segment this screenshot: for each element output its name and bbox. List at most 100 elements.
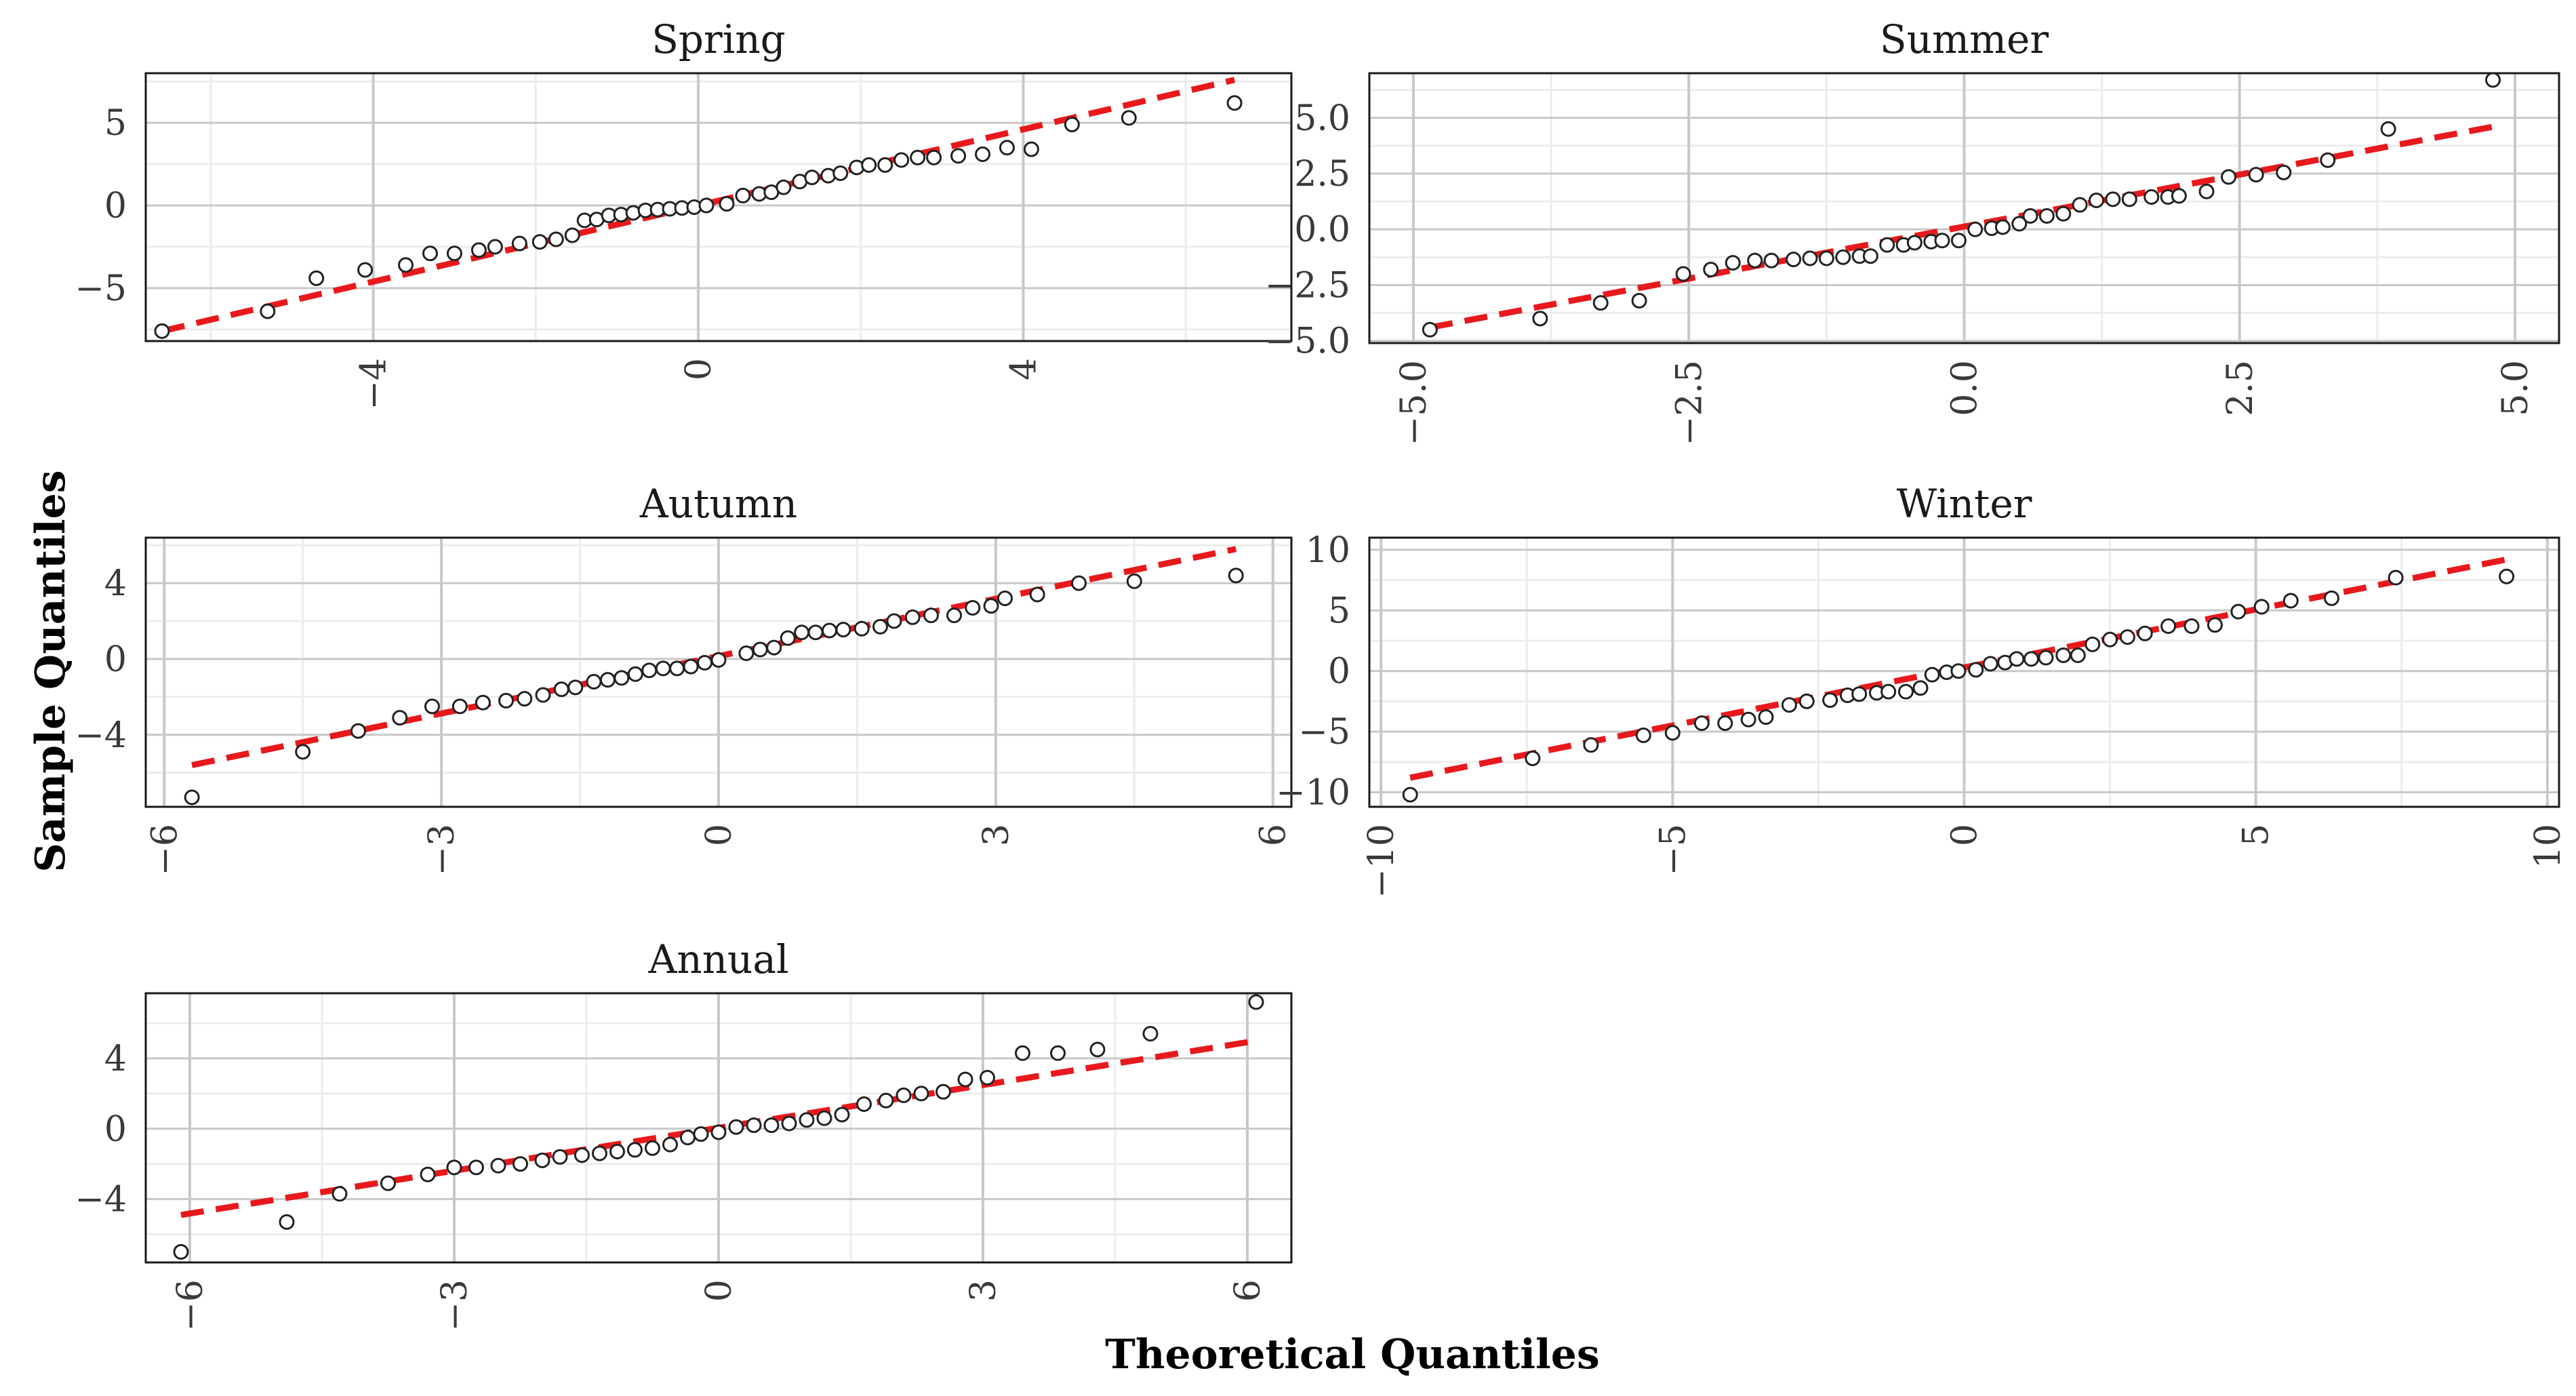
autumn-data-point [807, 624, 824, 641]
autumn-data-point [965, 599, 981, 616]
winter-data-point [2160, 618, 2177, 635]
winter-y-tick-label: 5 [1328, 591, 1350, 631]
winter-data-point [2499, 568, 2515, 584]
summer-reference-line [1429, 123, 2494, 331]
summer-data-point [2105, 191, 2121, 207]
annual-y-tick-label: 0 [104, 1109, 127, 1150]
annual-data-point [1248, 994, 1264, 1010]
autumn-data-point [535, 687, 551, 703]
autumn-data-point [822, 622, 838, 639]
summer-data-point [1422, 321, 1438, 338]
spring-data-point [308, 270, 325, 286]
annual-y-tick-label: 4 [104, 1039, 127, 1079]
summer-data-point [1906, 235, 1923, 251]
summer-panel: Summer −5.0 −2.5 0.0 2.5 5.0 −5.0 −2.5 0.0 2.5 5.0 [1265, 16, 2560, 445]
summer-data-point [1747, 252, 1763, 268]
autumn-data-point [738, 645, 754, 662]
annual-data-point [173, 1243, 189, 1260]
annual-data-point [834, 1106, 850, 1123]
autumn-data-point [641, 662, 658, 679]
winter-plot-frame [1368, 536, 2560, 808]
annual-data-point [980, 1070, 995, 1086]
summer-data-point [1725, 255, 1741, 271]
summer-data-point [1786, 252, 1802, 268]
spring-data-point [804, 169, 820, 186]
annual-data-point [512, 1156, 528, 1172]
annual-data-point [816, 1110, 832, 1126]
summer-data-point [2011, 216, 2028, 232]
summer-data-point [2038, 208, 2055, 224]
winter-data-point [2009, 651, 2025, 667]
spring-data-point [531, 234, 548, 250]
winter-data-point [1635, 727, 1651, 743]
winter-data-point [1583, 737, 1599, 753]
spring-data-point [260, 303, 276, 319]
winter-data-point [1402, 786, 1418, 803]
winter-data-point [2055, 647, 2072, 663]
summer-data-point [1675, 266, 1691, 282]
spring-data-point [548, 231, 564, 247]
annual-data-point [420, 1166, 436, 1182]
autumn-data-point [752, 641, 768, 658]
winter-data-point [2085, 636, 2101, 652]
summer-title: Summer [1880, 16, 2049, 62]
spring-x-tick-label: 0 [679, 358, 719, 380]
winter-data-point [1798, 693, 1815, 709]
winter-data-point [1912, 680, 1929, 696]
autumn-data-point [946, 607, 963, 624]
autumn-title: Autumn [639, 481, 797, 527]
autumn-data-point [517, 691, 533, 707]
summer-data-point [2320, 152, 2336, 168]
autumn-data-point [1071, 575, 1087, 591]
annual-panel: Annual −4 0 4 −6 −3 0 3 6 [75, 936, 1293, 1332]
winter-data-point [1525, 750, 1541, 766]
annual-data-point [763, 1117, 780, 1134]
winter-x-tick-label: −5 [1653, 824, 1693, 876]
spring-data-point [832, 165, 849, 182]
summer-data-point [1703, 261, 1719, 277]
autumn-x-tick-label: 6 [1253, 824, 1294, 846]
annual-data-point [913, 1085, 929, 1102]
autumn-data-point [613, 670, 630, 686]
autumn-data-point [498, 692, 515, 709]
autumn-data-point [872, 618, 889, 635]
annual-data-point [799, 1112, 815, 1128]
summer-data-point [2221, 169, 2236, 185]
annual-data-point [1050, 1045, 1066, 1061]
annual-data-point [1089, 1041, 1106, 1058]
annual-data-point [446, 1159, 462, 1176]
summer-data-point [2022, 208, 2038, 224]
spring-data-point [398, 257, 414, 273]
summer-data-point [2144, 189, 2160, 205]
annual-y-tick-label: −4 [75, 1180, 127, 1220]
spring-data-point [950, 148, 967, 164]
autumn-data-point [599, 672, 616, 688]
autumn-data-point [923, 607, 939, 624]
summer-data-point [2276, 164, 2292, 180]
summer-x-tick-label: 5.0 [2495, 360, 2536, 416]
annual-data-point [592, 1145, 607, 1161]
annual-x-tick-label: −3 [435, 1279, 475, 1332]
winter-data-point [2207, 617, 2223, 633]
spring-title: Spring [651, 16, 786, 62]
winter-data-point [1851, 686, 1868, 702]
autumn-data-point [627, 666, 643, 682]
summer-data-point [1532, 311, 1548, 327]
summer-data-point [2171, 188, 2187, 204]
winter-x-tick-label: 0 [1945, 824, 1986, 846]
autumn-y-tick-label: 0 [104, 639, 127, 680]
autumn-data-point [997, 590, 1013, 606]
annual-data-point [627, 1142, 643, 1158]
spring-data-point [357, 262, 374, 278]
summer-x-tick-label: 0.0 [1945, 360, 1986, 416]
summer-data-point [2121, 191, 2137, 207]
winter-data-point [2102, 631, 2118, 647]
spring-data-point [910, 149, 926, 165]
annual-data-point [574, 1147, 590, 1163]
winter-data-point [2388, 570, 2404, 586]
winter-title: Winter [1897, 481, 2032, 527]
spring-x-tick-label: 4 [1003, 358, 1044, 380]
autumn-y-tick-label: 4 [104, 563, 127, 604]
annual-x-tick-label: −6 [170, 1279, 211, 1332]
annual-data-point [279, 1214, 295, 1230]
